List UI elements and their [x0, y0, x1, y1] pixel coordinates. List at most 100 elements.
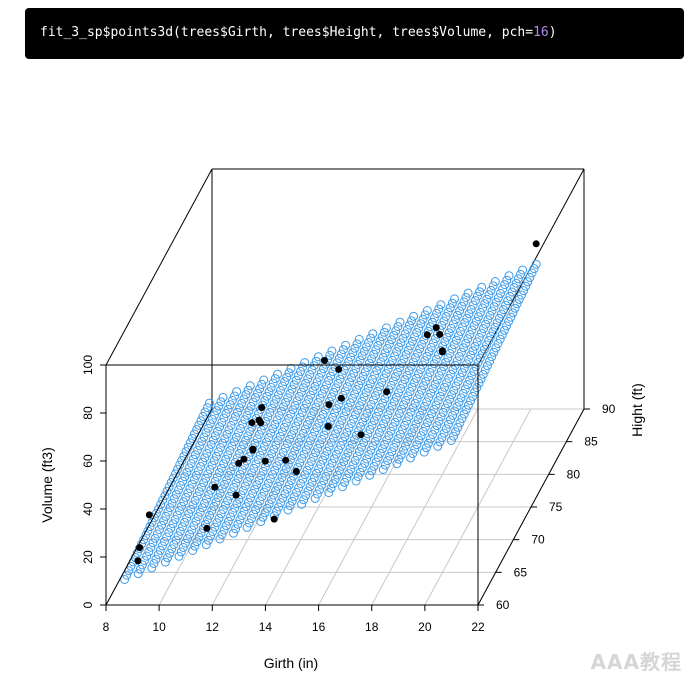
- plane-circle: [445, 303, 455, 313]
- plane-circle: [451, 381, 461, 391]
- plane-circle: [203, 515, 212, 525]
- plane-circle: [468, 346, 478, 356]
- plane-circle: [368, 329, 378, 339]
- x-axis-title: Girth (in): [264, 655, 318, 671]
- plane-circle: [370, 436, 380, 446]
- plane-circle: [256, 517, 266, 527]
- plane-circle: [236, 424, 245, 433]
- plane-circle: [387, 355, 397, 365]
- plane-circle: [210, 431, 220, 441]
- plane-circle: [424, 393, 434, 402]
- plane-circle: [453, 422, 463, 432]
- plane-circle: [282, 484, 292, 494]
- plane-circle: [414, 435, 424, 445]
- plane-circle: [236, 444, 246, 454]
- plane-circle: [212, 518, 222, 528]
- plane-circle: [287, 384, 297, 394]
- plane-circle: [255, 450, 265, 460]
- plane-circle: [316, 460, 326, 469]
- plane-circle: [461, 293, 471, 302]
- plane-circle: [477, 282, 487, 292]
- plane-circle: [296, 366, 305, 376]
- plane-circle: [390, 417, 400, 427]
- plane-circle: [186, 504, 196, 514]
- plane-circle: [337, 415, 347, 425]
- plane-circle: [203, 423, 213, 433]
- plane-circle: [478, 369, 488, 379]
- plane-circle: [313, 443, 323, 453]
- plane-circle: [400, 420, 409, 430]
- plane-circle: [381, 414, 391, 424]
- plane-circle: [445, 349, 455, 358]
- plane-circle: [282, 418, 291, 428]
- plane-circle: [391, 438, 401, 448]
- data-point: [292, 468, 300, 475]
- plane-circle: [437, 387, 447, 397]
- plane-circle: [463, 334, 473, 344]
- plane-circle: [232, 387, 242, 397]
- plane-circle: [282, 372, 292, 382]
- plane-circle: [384, 431, 394, 441]
- plane-circle: [177, 522, 187, 532]
- plane-circle: [486, 331, 496, 341]
- plane-circle: [294, 437, 304, 447]
- plane-circle: [344, 423, 354, 433]
- plane-circle: [171, 489, 181, 499]
- plane-circle: [472, 337, 482, 347]
- plane-circle: [391, 326, 401, 336]
- plane-circle: [448, 410, 458, 420]
- plane-circle: [366, 400, 376, 409]
- plane-circle: [467, 371, 477, 381]
- plane-circle: [519, 286, 528, 296]
- plane-circle: [284, 414, 294, 423]
- z-tick-label: 80: [81, 406, 95, 420]
- plane-circle: [428, 430, 438, 439]
- plane-circle: [167, 544, 177, 554]
- plane-circle: [419, 335, 429, 345]
- plane-circle: [340, 386, 350, 396]
- plane-circle: [511, 278, 521, 288]
- plane-circle: [361, 388, 371, 398]
- plane-circle: [393, 434, 403, 444]
- watermark-logo: AAA教程: [590, 650, 682, 674]
- plane-circle: [233, 407, 242, 417]
- plane-circle: [262, 391, 272, 401]
- plane-circle: [431, 400, 441, 410]
- plane-circle: [448, 319, 458, 329]
- plane-circle: [262, 437, 271, 447]
- plane-circle: [302, 420, 312, 430]
- plane-circle: [276, 498, 286, 508]
- plane-circle: [275, 477, 285, 487]
- plane-circle: [237, 511, 247, 520]
- plane-circle: [263, 478, 273, 488]
- plane-circle: [357, 396, 367, 406]
- plane-circle: [396, 450, 406, 460]
- plane-circle: [359, 392, 369, 402]
- plane-circle: [377, 444, 387, 454]
- plane-circle: [393, 322, 403, 331]
- plane-circle: [154, 504, 163, 514]
- plane-circle: [295, 412, 305, 422]
- plane-circle: [405, 341, 415, 351]
- plane-circle: [368, 374, 377, 384]
- plane-circle: [378, 465, 388, 474]
- plane-circle: [277, 427, 287, 437]
- plane-circle: [264, 433, 274, 443]
- plane-circle: [411, 419, 421, 429]
- plane-circle: [246, 401, 256, 411]
- plane-circle: [286, 409, 296, 419]
- plane-circle: [309, 406, 319, 416]
- plane-circle: [333, 424, 343, 434]
- plane-circle: [418, 426, 428, 436]
- plane-circle: [449, 340, 459, 350]
- plane-circle: [476, 307, 485, 317]
- plane-circle: [398, 445, 408, 455]
- plane-circle: [180, 472, 190, 482]
- plane-circle: [379, 327, 389, 337]
- plane-circle: [171, 535, 181, 545]
- plane-circle: [223, 450, 233, 460]
- plane-circle: [288, 405, 298, 415]
- plane-circle: [316, 414, 326, 424]
- plane-circle: [370, 370, 380, 380]
- plane-circle: [338, 482, 347, 492]
